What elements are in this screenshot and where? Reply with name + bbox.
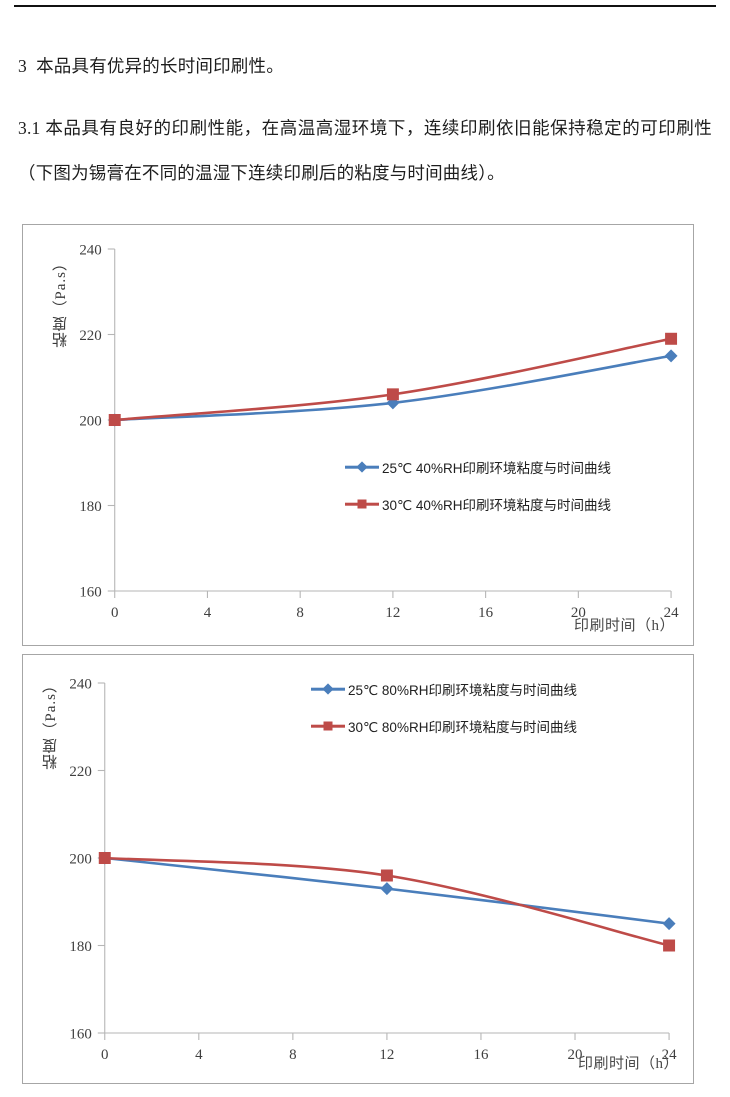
- svg-text:240: 240: [69, 676, 91, 692]
- paragraph-3: 3 本品具有优异的长时间印刷性。: [18, 55, 284, 76]
- legend-key-square-icon: [345, 497, 379, 511]
- chart-80rh-svg: 160 180 200 220 240 0 4 8 12 16 20 24: [69, 676, 677, 1063]
- legend-item[interactable]: 30℃ 40%RH印刷环境粘度与时间曲线: [345, 494, 611, 514]
- chart-40rh-y-axis-title: 粘度（Pa.s）: [53, 255, 69, 348]
- legend-label: 25℃ 40%RH印刷环境粘度与时间曲线: [382, 461, 611, 476]
- chart-80rh-legend: 25℃ 80%RH印刷环境粘度与时间曲线 30℃ 80%RH印刷环境粘度与时间曲…: [311, 679, 577, 736]
- svg-text:4: 4: [204, 605, 212, 621]
- paragraph-3-1: 3.1 本品具有良好的印刷性能，在高温高湿环境下，连续印刷依旧能保持稳定的可印刷…: [18, 118, 712, 183]
- svg-text:20: 20: [568, 1047, 583, 1063]
- svg-text:4: 4: [195, 1047, 203, 1063]
- legend-key-diamond-icon: [345, 460, 379, 474]
- svg-text:12: 12: [379, 1047, 394, 1063]
- chart-80rh-plot-area: 160 180 200 220 240 0 4 8 12 16 20 24: [23, 655, 693, 1083]
- svg-text:16: 16: [473, 1047, 488, 1063]
- chart-40rh-legend: 25℃ 40%RH印刷环境粘度与时间曲线 30℃ 40%RH印刷环境粘度与时间曲…: [345, 457, 611, 514]
- svg-text:200: 200: [79, 413, 101, 429]
- svg-text:16: 16: [478, 605, 493, 621]
- body-text-block: 3 本品具有优异的长时间印刷性。 3.1 本品具有良好的印刷性能，在高温高湿环境…: [18, 26, 712, 214]
- legend-label: 30℃ 40%RH印刷环境粘度与时间曲线: [382, 498, 611, 513]
- svg-text:24: 24: [662, 1047, 677, 1063]
- svg-text:0: 0: [101, 1047, 108, 1063]
- legend-item[interactable]: 30℃ 80%RH印刷环境粘度与时间曲线: [311, 716, 577, 736]
- legend-item[interactable]: 25℃ 80%RH印刷环境粘度与时间曲线: [311, 679, 577, 699]
- svg-text:8: 8: [289, 1047, 296, 1063]
- chart-40rh-x-axis-title: 印刷时间（h）: [573, 618, 675, 634]
- svg-text:180: 180: [69, 939, 91, 955]
- chart-40rh-svg: 160 180 200 220 240 0 4 8 12 16 20 24: [79, 242, 679, 621]
- svg-text:220: 220: [69, 764, 91, 780]
- legend-label: 25℃ 80%RH印刷环境粘度与时间曲线: [348, 683, 577, 698]
- svg-text:160: 160: [69, 1026, 91, 1042]
- legend-item[interactable]: 25℃ 40%RH印刷环境粘度与时间曲线: [345, 457, 611, 477]
- header-rule: [14, 5, 716, 7]
- svg-text:0: 0: [111, 605, 118, 621]
- chart-40rh-plot-area: 160 180 200 220 240 0 4 8 12 16 20 24: [23, 225, 693, 645]
- legend-label: 30℃ 80%RH印刷环境粘度与时间曲线: [348, 720, 577, 735]
- svg-text:12: 12: [385, 605, 400, 621]
- legend-key-diamond-icon: [311, 682, 345, 696]
- svg-text:24: 24: [664, 605, 679, 621]
- svg-text:180: 180: [79, 499, 101, 515]
- svg-text:8: 8: [296, 605, 303, 621]
- svg-text:220: 220: [79, 328, 101, 344]
- chart-40rh: 160 180 200 220 240 0 4 8 12 16 20 24 粘度（Pa.s） 印刷时间…: [22, 224, 694, 646]
- chart-80rh: 160 180 200 220 240 0 4 8 12 16 20 24 粘度（Pa.s） 印刷时间…: [22, 654, 694, 1084]
- svg-text:240: 240: [79, 242, 101, 258]
- svg-text:200: 200: [69, 851, 91, 867]
- svg-text:160: 160: [79, 584, 101, 600]
- legend-key-square-icon: [311, 719, 345, 733]
- svg-text:20: 20: [571, 605, 586, 621]
- chart-80rh-x-axis-title: 印刷时间（h）: [577, 1056, 679, 1072]
- chart-80rh-y-axis-title: 粘度（Pa.s）: [43, 677, 59, 770]
